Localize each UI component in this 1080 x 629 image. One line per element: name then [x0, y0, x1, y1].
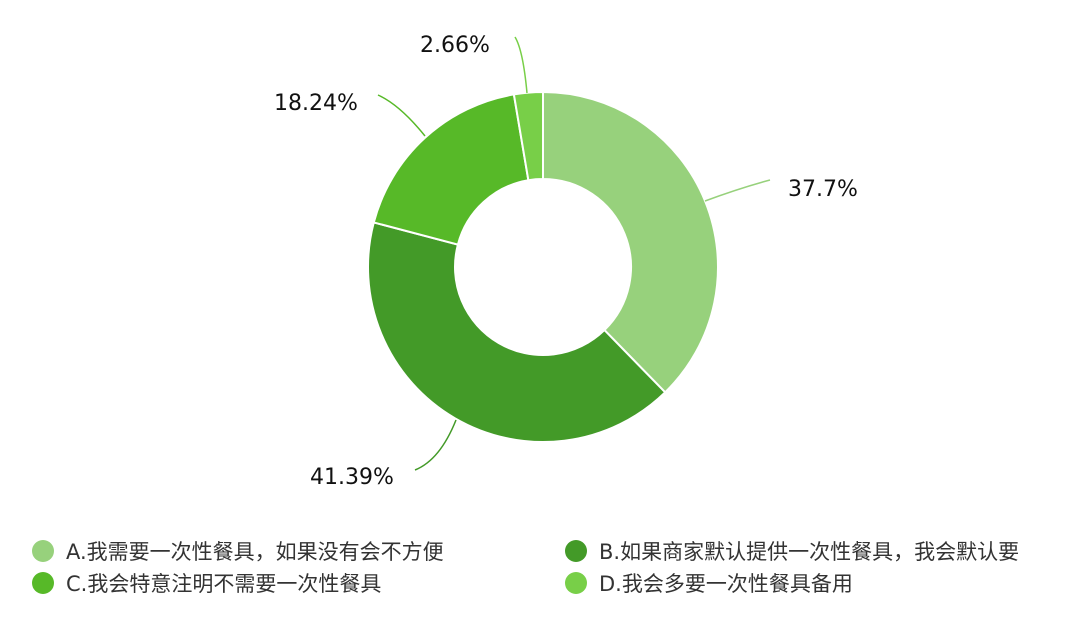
legend-label-b: B.如果商家默认提供一次性餐具，我会默认要 [599, 540, 1020, 564]
legend-label-a: A.我需要一次性餐具，如果没有会不方便 [66, 540, 444, 564]
data-label-d: 2.66% [420, 33, 490, 58]
legend-item-b[interactable]: B.如果商家默认提供一次性餐具，我会默认要 [565, 536, 1019, 566]
legend-dot-c [32, 572, 54, 594]
data-label-c: 18.24% [274, 91, 358, 116]
legend-dot-d [565, 572, 587, 594]
slice-b[interactable] [367, 221, 667, 443]
legend-dot-a [32, 540, 54, 562]
slice-d[interactable] [512, 90, 544, 182]
legend-label-c: C.我会特意注明不需要一次性餐具 [66, 572, 382, 596]
legend-item-a[interactable]: A.我需要一次性餐具，如果没有会不方便 [32, 536, 444, 566]
leader-line-b [414, 419, 457, 471]
legend-dot-b [565, 540, 587, 562]
legend-label-d: D.我会多要一次性餐具备用 [599, 572, 853, 596]
legend-item-d[interactable]: D.我会多要一次性餐具备用 [565, 568, 853, 598]
leader-line-d [514, 36, 528, 94]
leader-line-a [704, 179, 771, 202]
data-label-a: 37.7% [788, 177, 858, 202]
slice-c[interactable] [372, 93, 530, 246]
slice-a[interactable] [542, 90, 719, 394]
legend-item-c[interactable]: C.我会特意注明不需要一次性餐具 [32, 568, 381, 598]
data-label-b: 41.39% [310, 465, 394, 490]
leader-line-c [377, 94, 426, 137]
